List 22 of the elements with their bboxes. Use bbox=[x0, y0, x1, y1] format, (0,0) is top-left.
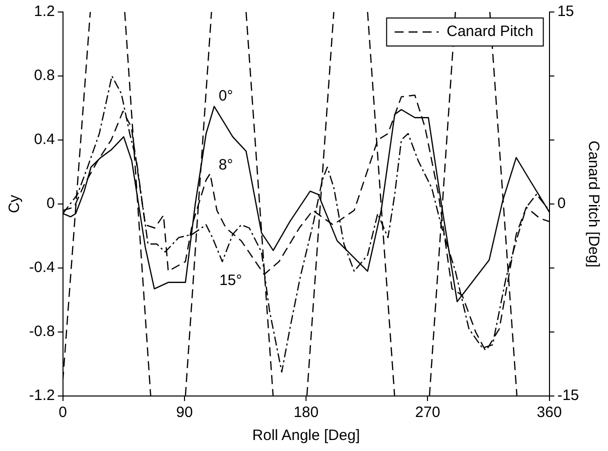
y-tick-label: 1.2 bbox=[34, 3, 55, 20]
y2-tick-label: 15 bbox=[557, 3, 574, 20]
y-tick-label: -0.4 bbox=[28, 259, 55, 276]
x-tick-label: 0 bbox=[58, 404, 68, 422]
y-tick-label: 0 bbox=[46, 195, 55, 212]
y-axis-title: Cy bbox=[6, 194, 24, 214]
x-axis-title: Roll Angle [Deg] bbox=[252, 427, 360, 444]
y2-tick-label: -15 bbox=[557, 387, 580, 404]
annotation: 0° bbox=[218, 88, 233, 105]
y2-tick-label: 0 bbox=[557, 195, 566, 212]
y-tick-label: -0.8 bbox=[28, 323, 55, 340]
y2-axis-title: Canard Pitch [Deg] bbox=[584, 140, 602, 268]
x-tick-label: 180 bbox=[294, 404, 319, 422]
x-tick-label: 360 bbox=[536, 404, 562, 422]
annotation: 15° bbox=[219, 272, 242, 289]
y-tick-label: 0.8 bbox=[34, 67, 55, 84]
annotation: 8° bbox=[218, 156, 233, 174]
y-tick-label: -1.2 bbox=[28, 387, 55, 404]
y-tick-label: 0.4 bbox=[34, 131, 55, 148]
legend-label: Canard Pitch bbox=[446, 23, 534, 40]
x-tick-label: 270 bbox=[415, 404, 440, 422]
x-tick-label: 90 bbox=[176, 404, 193, 422]
